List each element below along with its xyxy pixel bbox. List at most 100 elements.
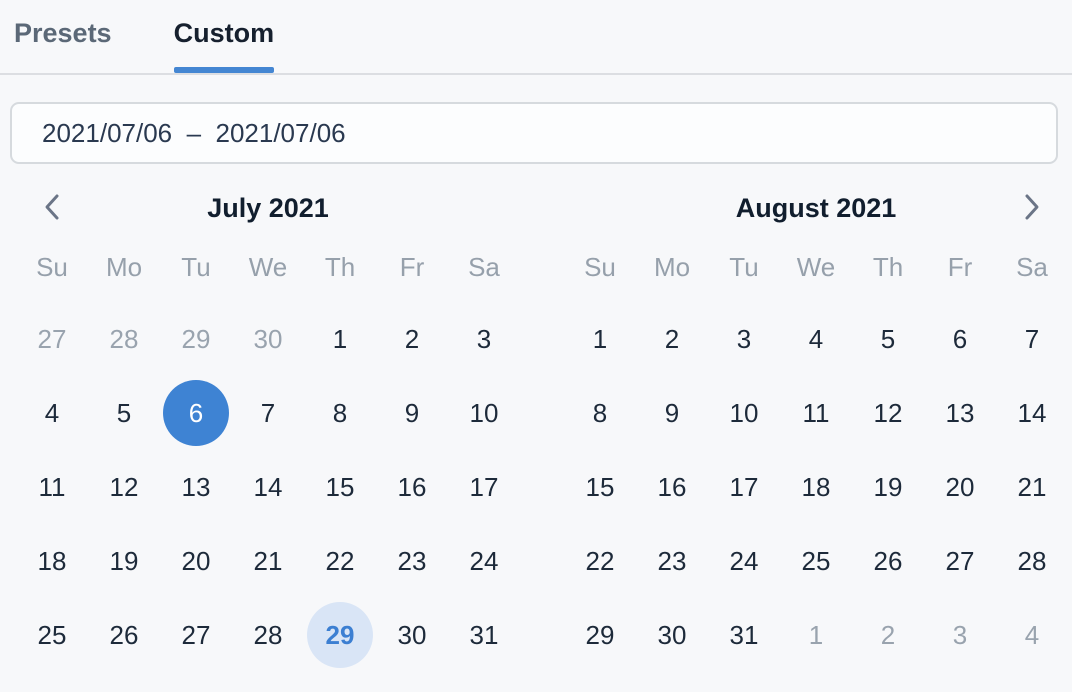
day-cell[interactable]: 27	[924, 524, 996, 598]
day-cell[interactable]: 4	[16, 376, 88, 450]
day-cell[interactable]: 10	[708, 376, 780, 450]
day-cell[interactable]: 25	[780, 524, 852, 598]
day-cell[interactable]: 28	[88, 302, 160, 376]
day-cell[interactable]: 6	[160, 376, 232, 450]
day-cell[interactable]: 6	[924, 302, 996, 376]
day-cell[interactable]: 26	[852, 524, 924, 598]
day-cell[interactable]: 11	[780, 376, 852, 450]
day-number: 25	[37, 619, 67, 650]
day-cell[interactable]: 5	[852, 302, 924, 376]
day-cell[interactable]: 12	[88, 450, 160, 524]
day-cell[interactable]: 30	[376, 598, 448, 672]
day-cell[interactable]: 1	[304, 302, 376, 376]
weekday-header: Fr	[947, 251, 973, 282]
day-cell[interactable]: 9	[636, 376, 708, 450]
day-cell[interactable]: 1	[780, 598, 852, 672]
day-cell[interactable]: 17	[708, 450, 780, 524]
day-cell[interactable]: 14	[996, 376, 1068, 450]
day-cell[interactable]: 7	[996, 302, 1068, 376]
day-number: 5	[880, 323, 896, 354]
day-cell[interactable]: 23	[636, 524, 708, 598]
day-cell[interactable]: 24	[448, 524, 520, 598]
next-month-button[interactable]	[996, 184, 1068, 232]
day-cell[interactable]: 19	[88, 524, 160, 598]
day-cell[interactable]: 16	[376, 450, 448, 524]
day-cell[interactable]: 27	[160, 598, 232, 672]
day-cell[interactable]: 31	[708, 598, 780, 672]
date-range-input[interactable]	[10, 102, 1058, 164]
date-range-picker: Presets Custom July 2021 Su Mo Tu We Th Fr Sa 2…	[0, 16, 1072, 672]
day-cell[interactable]: 2	[852, 598, 924, 672]
day-cell[interactable]: 18	[16, 524, 88, 598]
day-cell[interactable]: 17	[448, 450, 520, 524]
day-number: 27	[945, 545, 975, 576]
day-number: 30	[657, 619, 687, 650]
day-cell[interactable]: 30	[636, 598, 708, 672]
day-number: 22	[585, 545, 615, 576]
day-number: 28	[109, 323, 139, 354]
day-number: 27	[37, 323, 67, 354]
day-cell[interactable]: 15	[304, 450, 376, 524]
day-cell[interactable]: 8	[564, 376, 636, 450]
day-cell[interactable]: 21	[232, 524, 304, 598]
day-cell[interactable]: 20	[160, 524, 232, 598]
tab-custom[interactable]: Custom	[173, 16, 274, 73]
day-cell[interactable]: 26	[88, 598, 160, 672]
day-cell[interactable]: 20	[924, 450, 996, 524]
day-cell[interactable]: 4	[780, 302, 852, 376]
day-cell[interactable]: 8	[304, 376, 376, 450]
day-number: 24	[729, 545, 759, 576]
day-cell[interactable]: 28	[996, 524, 1068, 598]
day-cell[interactable]: 11	[16, 450, 88, 524]
day-cell[interactable]: 24	[708, 524, 780, 598]
day-cell[interactable]: 30	[232, 302, 304, 376]
day-cell[interactable]: 2	[376, 302, 448, 376]
day-number: 30	[397, 619, 427, 650]
day-number: 4	[44, 397, 60, 428]
day-number: 3	[476, 323, 492, 354]
weekday-header: Tu	[729, 251, 759, 282]
day-cell[interactable]: 7	[232, 376, 304, 450]
day-cell[interactable]: 15	[564, 450, 636, 524]
day-number: 8	[592, 397, 608, 428]
day-cell[interactable]: 2	[636, 302, 708, 376]
day-cell[interactable]: 25	[16, 598, 88, 672]
tab-presets[interactable]: Presets	[14, 18, 112, 48]
day-cell[interactable]: 22	[304, 524, 376, 598]
prev-month-button[interactable]	[16, 184, 88, 232]
day-cell[interactable]: 13	[160, 450, 232, 524]
day-cell[interactable]: 12	[852, 376, 924, 450]
day-cell[interactable]: 3	[448, 302, 520, 376]
day-number: 2	[664, 323, 680, 354]
day-cell[interactable]: 14	[232, 450, 304, 524]
day-cell[interactable]: 22	[564, 524, 636, 598]
day-cell[interactable]: 18	[780, 450, 852, 524]
weekday-header-row: Su Mo Tu We Th Fr Sa	[564, 232, 1068, 302]
day-cell[interactable]: 13	[924, 376, 996, 450]
day-cell[interactable]: 3	[708, 302, 780, 376]
day-cell[interactable]: 5	[88, 376, 160, 450]
day-cell[interactable]: 23	[376, 524, 448, 598]
week-row: 4 5 6 7 8 9 10	[16, 376, 520, 450]
day-cell[interactable]: 27	[16, 302, 88, 376]
weekday-header: Mo	[105, 251, 143, 282]
day-cell[interactable]: 10	[448, 376, 520, 450]
day-cell[interactable]: 28	[232, 598, 304, 672]
day-cell[interactable]: 4	[996, 598, 1068, 672]
day-cell[interactable]: 29	[160, 302, 232, 376]
day-cell[interactable]: 29	[304, 598, 376, 672]
day-cell[interactable]: 19	[852, 450, 924, 524]
calendar-month-right: August 2021 Su Mo Tu We Th Fr Sa 1 2 3 4 5 6 7 8 9 10 11 1…	[564, 184, 1068, 672]
day-number: 20	[945, 471, 975, 502]
weekday-header-row: Su Mo Tu We Th Fr Sa	[16, 232, 520, 302]
day-number: 10	[729, 397, 759, 428]
day-cell[interactable]: 3	[924, 598, 996, 672]
day-cell[interactable]: 9	[376, 376, 448, 450]
day-number: 23	[397, 545, 427, 576]
chevron-left-icon	[41, 191, 63, 226]
day-cell[interactable]: 21	[996, 450, 1068, 524]
day-cell[interactable]: 29	[564, 598, 636, 672]
day-cell[interactable]: 31	[448, 598, 520, 672]
day-cell[interactable]: 1	[564, 302, 636, 376]
day-cell[interactable]: 16	[636, 450, 708, 524]
